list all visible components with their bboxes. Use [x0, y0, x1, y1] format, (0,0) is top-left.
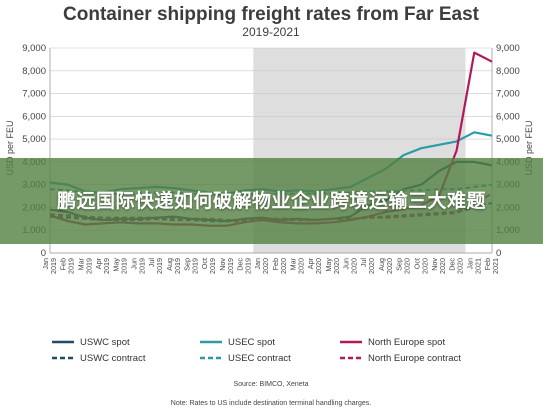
chart-subtitle: 2019-2021: [242, 25, 300, 39]
x-tick-label: Jan: [41, 258, 50, 270]
legend-label: USEC spot: [228, 337, 275, 348]
legend-label: USWC spot: [80, 337, 130, 348]
x-tick-label: Dec: [235, 258, 244, 271]
y-tick-label: 0: [41, 248, 46, 259]
x-tick-label: 2020: [456, 258, 465, 274]
y-tick-label: 9,000: [496, 43, 520, 54]
y-axis-label-left: USD per FEU: [5, 120, 15, 175]
footnote: Note: Rates to US include destination te…: [171, 400, 371, 407]
legend-label: North Europe contract: [368, 353, 461, 364]
x-tick-label: 2020: [385, 258, 394, 274]
x-tick-label: 2019: [120, 258, 129, 274]
x-tick-label: 2020: [367, 258, 376, 274]
x-tick-label: 2019: [243, 258, 252, 274]
x-tick-label: 2020: [438, 258, 447, 274]
x-tick-label: 2021: [473, 258, 482, 274]
y-axis-label-right: USD per FEU: [524, 120, 534, 175]
x-tick-label: 2020: [297, 258, 306, 274]
x-tick-label: 2019: [84, 258, 93, 274]
y-tick-label: 7,000: [22, 89, 46, 100]
x-tick-label: May: [324, 258, 333, 272]
x-tick-label: Feb: [483, 258, 492, 270]
x-tick-label: 2020: [350, 258, 359, 274]
x-tick-label: 2019: [67, 258, 76, 274]
x-tick-label: Jul: [147, 258, 156, 268]
x-tick-label: Dec: [448, 258, 457, 271]
x-tick-label: 2019: [173, 258, 182, 274]
x-axis: Jan 2019 Feb 2019 Mar 2019 Apr 2019 May 2019 Jun 20…: [41, 257, 500, 274]
headline-banner: 鹏远国际快递如何破解物业企业跨境运输三大难题: [0, 158, 543, 244]
x-tick-label: 2019: [102, 258, 111, 274]
x-tick-label: Feb: [59, 258, 68, 270]
x-tick-label: Jul: [359, 258, 368, 268]
x-tick-label: 2020: [420, 258, 429, 274]
x-tick-label: 2020: [261, 258, 270, 274]
y-tick-label: 8,000: [22, 66, 46, 77]
legend-label: North Europe spot: [368, 337, 445, 348]
y-tick-label: 9,000: [22, 43, 46, 54]
x-tick-label: Jun: [129, 258, 138, 270]
y-tick-label: 7,000: [496, 89, 520, 100]
x-tick-label: 2020: [403, 258, 412, 274]
x-tick-label: Oct: [200, 258, 209, 269]
y-tick-label: 5,000: [22, 134, 46, 145]
x-tick-label: Feb: [271, 258, 280, 270]
x-tick-label: 2019: [155, 258, 164, 274]
x-tick-label: 2019: [226, 258, 235, 274]
chart-title: Container shipping freight rates from Fa…: [63, 4, 480, 25]
x-tick-label: May: [112, 258, 121, 272]
x-tick-label: 2019: [190, 258, 199, 274]
x-tick-label: Aug: [165, 258, 174, 271]
x-tick-label: Jan: [465, 258, 474, 270]
y-tick-label: 0: [496, 248, 501, 259]
x-tick-label: Nov: [430, 258, 439, 271]
legend-label: USWC contract: [80, 353, 146, 364]
legend-label: USEC contract: [228, 353, 291, 364]
x-tick-label: Aug: [377, 258, 386, 271]
x-tick-label: Apr: [94, 257, 103, 269]
y-tick-label: 8,000: [496, 66, 520, 77]
x-tick-label: Mar: [76, 257, 85, 270]
x-tick-label: 2021: [491, 258, 500, 274]
x-tick-label: Sep: [182, 258, 191, 271]
y-tick-label: 6,000: [496, 111, 520, 122]
headline-text: 鹏远国际快递如何破解物业企业跨境运输三大难题: [56, 190, 486, 212]
x-tick-label: Jun: [342, 258, 351, 270]
x-tick-label: Jan: [253, 258, 262, 270]
x-tick-label: Mar: [289, 257, 298, 270]
x-tick-label: 2020: [314, 258, 323, 274]
x-tick-label: 2019: [49, 258, 58, 274]
x-tick-label: Apr: [306, 257, 315, 269]
x-tick-label: Nov: [218, 258, 227, 271]
x-tick-label: 2020: [332, 258, 341, 274]
y-tick-label: 5,000: [496, 134, 520, 145]
legend: USWC spot USEC spot North Europe spot USWC …: [52, 337, 461, 364]
x-tick-label: 2019: [208, 258, 217, 274]
source-note: Source: BIMCO, Xeneta: [233, 381, 308, 388]
x-tick-label: 2020: [279, 258, 288, 274]
x-tick-label: 2019: [137, 258, 146, 274]
y-tick-label: 6,000: [22, 111, 46, 122]
x-tick-label: Oct: [412, 258, 421, 269]
x-tick-label: Sep: [395, 258, 404, 271]
